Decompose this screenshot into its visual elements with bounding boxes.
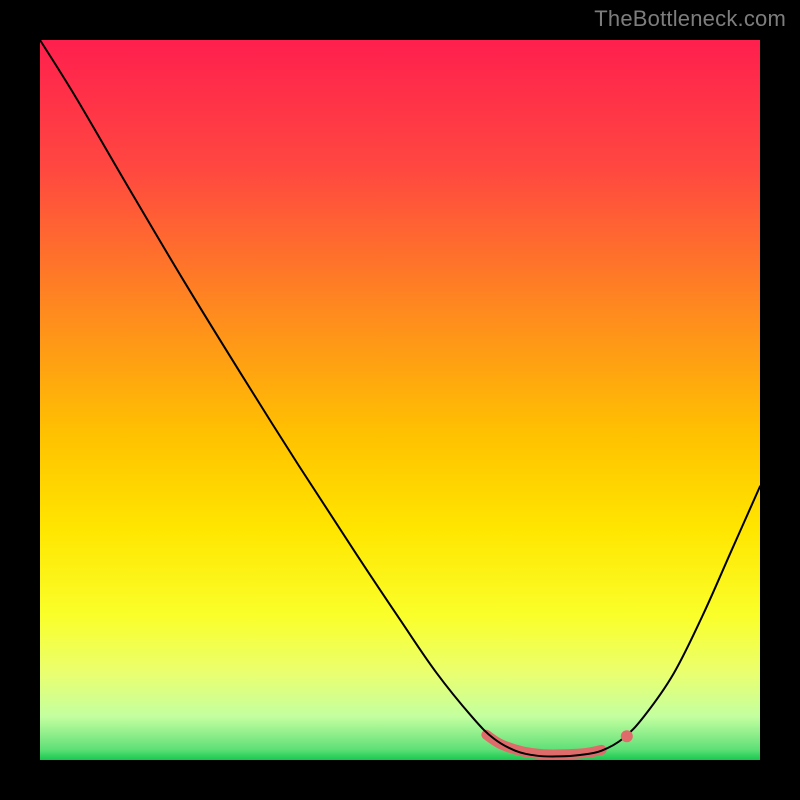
plot-background: [40, 40, 760, 760]
chart-stage: TheBottleneck.com: [0, 0, 800, 800]
watermark-text: TheBottleneck.com: [594, 6, 786, 32]
highlight-end-dot: [621, 730, 633, 742]
bottleneck-chart: [0, 0, 800, 800]
